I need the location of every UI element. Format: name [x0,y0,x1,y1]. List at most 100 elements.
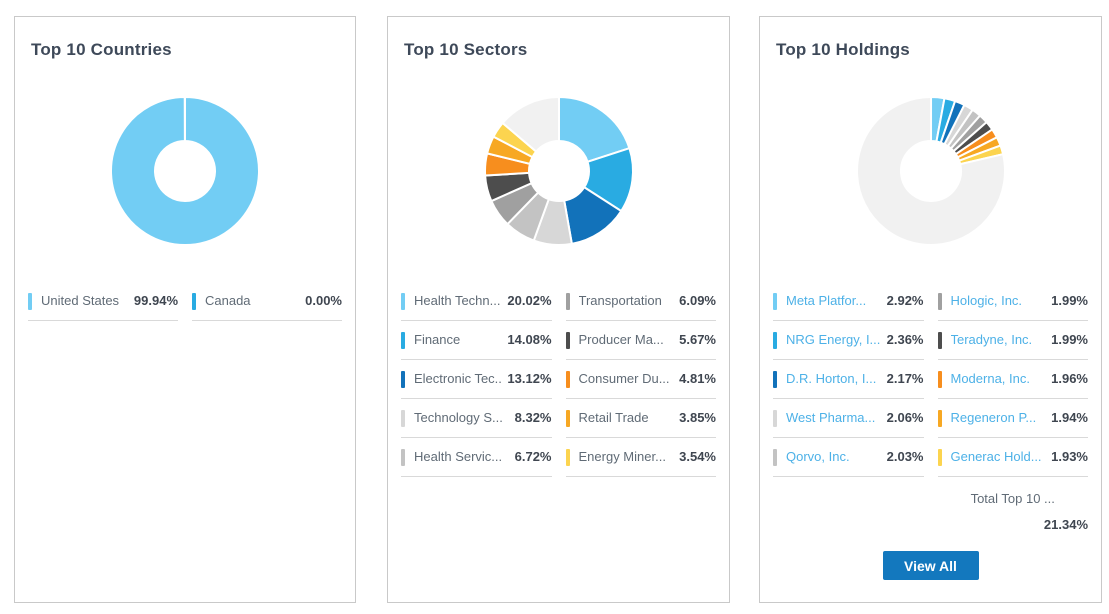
legend-row: Retail Trade 3.85% [565,399,716,438]
legend-color-marker [565,448,570,466]
sectors-card: Top 10 Sectors Health Techn... 20.02% Fi… [387,16,730,603]
legend-label: Canada [205,293,251,308]
legend-color-marker [565,409,570,427]
legend-row: Electronic Tec... 13.12% [401,360,552,399]
legend-color-marker [773,448,777,466]
legend-row: Qorvo, Inc. 2.03% [773,438,924,477]
legend-color-marker [773,409,777,427]
holding-link[interactable]: Generac Hold... [950,449,1042,464]
legend-color-marker [937,409,942,427]
holding-link[interactable]: D.R. Horton, I... [786,371,877,386]
holdings-card-title: Top 10 Holdings [776,40,910,59]
legend-row: United States 99.94% [28,282,178,321]
legend-row: Technology S... 8.32% [401,399,552,438]
legend-value: 8.32% [514,410,552,425]
legend-label: Retail Trade [578,410,649,425]
legend-label: Consumer Du... [578,371,670,386]
legend-value: 13.12% [507,371,552,386]
legend-value: 4.81% [679,371,716,386]
countries-donut-chart [28,60,342,282]
legend-label: Energy Miner... [578,449,666,464]
legend-label: Health Techn... [414,293,501,308]
holding-link[interactable]: Qorvo, Inc. [786,449,850,464]
legend-row: Hologic, Inc. 1.99% [937,282,1088,321]
legend-label: Technology S... [414,410,503,425]
legend-color-marker [937,292,942,310]
legend-row: Canada 0.00% [192,282,342,321]
legend-color-marker [565,292,570,310]
legend-row: Meta Platfor... 2.92% [773,282,924,321]
legend-row: Transportation 6.09% [565,282,716,321]
legend-value: 6.72% [514,449,552,464]
legend-value: 3.54% [679,449,716,464]
legend-row: Finance 14.08% [401,321,552,360]
legend-color-marker [401,370,405,388]
legend-row: Energy Miner... 3.54% [565,438,716,477]
holding-link[interactable]: Moderna, Inc. [950,371,1031,386]
legend-row: NRG Energy, I... 2.36% [773,321,924,360]
legend-color-marker [937,370,942,388]
total-top10-value: 21.34% [1043,517,1088,532]
legend-label: Transportation [578,293,662,308]
legend-color-marker [401,292,405,310]
legend-value: 2.06% [886,410,924,425]
holding-link[interactable]: Meta Platfor... [786,293,867,308]
sectors-legend: Health Techn... 20.02% Finance 14.08% El… [401,282,716,477]
legend-row: Health Servic... 6.72% [401,438,552,477]
legend-value: 6.09% [679,293,716,308]
legend-color-marker [565,331,570,349]
legend-value: 0.00% [305,293,342,308]
legend-row: D.R. Horton, I... 2.17% [773,360,924,399]
legend-color-marker [937,448,942,466]
legend-row: Generac Hold... 1.93% [937,438,1088,477]
holding-link[interactable]: Teradyne, Inc. [950,332,1033,347]
legend-color-marker [937,331,942,349]
legend-value: 1.94% [1051,410,1088,425]
legend-value: 99.94% [133,293,178,308]
legend-color-marker [401,331,405,349]
legend-label: Health Servic... [414,449,503,464]
legend-color-marker [565,370,570,388]
countries-card: Top 10 Countries United States 99.94% Ca… [14,16,356,603]
countries-legend: United States 99.94% Canada 0.00% [28,282,342,321]
countries-card-title: Top 10 Countries [31,40,172,59]
legend-value: 3.85% [679,410,716,425]
legend-row: Health Techn... 20.02% [401,282,552,321]
legend-value: 5.67% [679,332,716,347]
legend-value: 2.03% [886,449,924,464]
legend-value: 1.99% [1051,293,1088,308]
legend-value: 2.17% [886,371,924,386]
sectors-donut-chart [401,60,716,282]
legend-row: Consumer Du... 4.81% [565,360,716,399]
holding-link[interactable]: Hologic, Inc. [950,293,1023,308]
holding-link[interactable]: Regeneron P... [950,410,1037,425]
legend-value: 1.96% [1051,371,1088,386]
legend-label: United States [41,293,120,308]
legend-value: 1.93% [1051,449,1088,464]
holdings-donut-chart [773,60,1088,282]
legend-color-marker [773,292,777,310]
holdings-card: Top 10 Holdings Meta Platfor... 2.92% NR… [759,16,1102,603]
holdings-legend: Meta Platfor... 2.92% NRG Energy, I... 2… [773,282,1088,477]
view-all-button[interactable]: View All [882,551,979,580]
holdings-total-section: Total Top 10 ... 21.34% [773,491,1088,532]
legend-value: 2.92% [886,293,924,308]
legend-color-marker [28,292,32,310]
legend-color-marker [401,448,405,466]
total-top10-label: Total Top 10 ... [970,491,1055,506]
legend-row: Regeneron P... 1.94% [937,399,1088,438]
legend-color-marker [773,331,777,349]
legend-color-marker [192,292,196,310]
legend-color-marker [773,370,777,388]
legend-color-marker [401,409,405,427]
legend-label: Producer Ma... [578,332,664,347]
holding-link[interactable]: NRG Energy, I... [786,332,881,347]
holding-link[interactable]: West Pharma... [786,410,876,425]
legend-value: 14.08% [507,332,552,347]
legend-label: Finance [414,332,461,347]
legend-value: 1.99% [1051,332,1088,347]
legend-label: Electronic Tec... [414,371,504,386]
legend-row: West Pharma... 2.06% [773,399,924,438]
legend-value: 20.02% [507,293,552,308]
sectors-card-title: Top 10 Sectors [404,40,528,59]
